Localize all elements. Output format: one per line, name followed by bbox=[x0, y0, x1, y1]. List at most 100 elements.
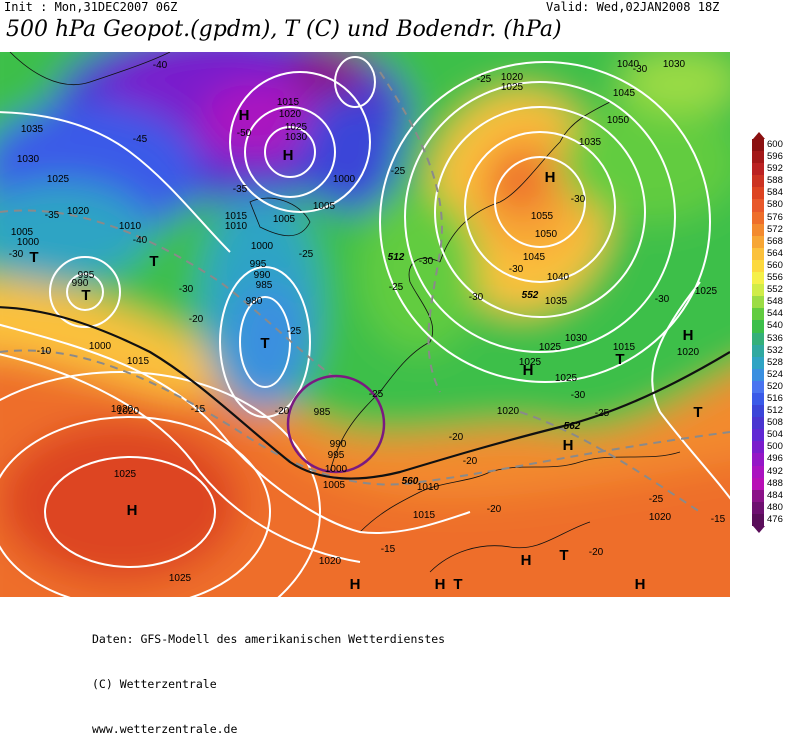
label-p-1020-bb: 1020 bbox=[319, 556, 342, 567]
label-t-20-d: -20 bbox=[463, 456, 478, 467]
label-p-1025-e3: 1025 bbox=[555, 373, 578, 384]
legend-entry: 536 bbox=[752, 332, 788, 345]
label-p-1040: 1040 bbox=[547, 272, 570, 283]
legend-swatch bbox=[752, 187, 764, 200]
label-p-1015-e: 1015 bbox=[613, 342, 636, 353]
label-t-30-h: -30 bbox=[571, 390, 586, 401]
label-t-25-d: -25 bbox=[391, 166, 406, 177]
legend-swatch bbox=[752, 199, 764, 212]
legend-entry: 568 bbox=[752, 235, 788, 248]
label-t-40-b: -40 bbox=[133, 235, 148, 246]
low-center-se: T bbox=[693, 404, 702, 421]
label-p-1020-w: 1020 bbox=[67, 206, 90, 217]
low-center-s: T bbox=[559, 547, 568, 564]
label-p-985-c: 985 bbox=[256, 280, 273, 291]
legend-swatch bbox=[752, 259, 764, 273]
legend-value: 488 bbox=[767, 477, 783, 489]
label-p-1005: 1005 bbox=[11, 227, 34, 238]
legend-swatch bbox=[752, 392, 764, 406]
label-p-1005-n2: 1005 bbox=[313, 201, 336, 212]
init-time: Init : Mon,31DEC2007 06Z bbox=[4, 0, 178, 14]
label-p-1015-g: 1015 bbox=[277, 97, 300, 108]
legend-entry: 544 bbox=[752, 308, 788, 321]
low-center-iceland: T bbox=[29, 249, 38, 266]
label-p-1000-c: 1000 bbox=[251, 241, 274, 252]
legend-value: 592 bbox=[767, 163, 783, 175]
label-p-995-c: 995 bbox=[250, 259, 267, 270]
label-p-1020-g: 1020 bbox=[279, 109, 302, 120]
legend-value: 484 bbox=[767, 489, 783, 501]
label-t-30-nn: -30 bbox=[633, 64, 648, 75]
legend-swatch bbox=[752, 501, 764, 514]
label-t-25: -25 bbox=[287, 326, 302, 337]
label-p-1005-bb: 1005 bbox=[323, 480, 346, 491]
legend-entry: 556 bbox=[752, 272, 788, 285]
label-t-15-c: -15 bbox=[711, 514, 726, 525]
label-p-1000-b: 1000 bbox=[89, 341, 112, 352]
color-scale-legend: 600 596 592 588 584 580 576 572 568 564 560 556 552 5… bbox=[752, 132, 788, 533]
legend-entry: 508 bbox=[752, 417, 788, 430]
geopotential-contours bbox=[0, 306, 730, 480]
legend-entry: 572 bbox=[752, 223, 788, 236]
geopotential-field bbox=[0, 52, 730, 597]
legend-swatch bbox=[752, 429, 764, 442]
label-p-1035: 1035 bbox=[21, 124, 44, 135]
label-t-10: -10 bbox=[37, 346, 52, 357]
high-center-greenland: H bbox=[283, 147, 294, 164]
legend-value: 540 bbox=[767, 320, 783, 332]
label-p-1050-ne: 1050 bbox=[607, 115, 630, 126]
legend-value: 600 bbox=[767, 139, 783, 150]
legend-entry: 492 bbox=[752, 465, 788, 478]
label-p-985-b: 985 bbox=[314, 407, 331, 418]
footer-website[interactable]: www.wetterzentrale.de bbox=[92, 722, 238, 736]
legend-entry: 560 bbox=[752, 259, 788, 273]
legend-swatch bbox=[752, 296, 764, 309]
low-center-w: T bbox=[81, 287, 90, 304]
legend-entry: 540 bbox=[752, 320, 788, 333]
legend-swatch bbox=[752, 175, 764, 188]
high-center-atlantic: H bbox=[127, 502, 138, 519]
label-t-30-g: -30 bbox=[655, 294, 670, 305]
label-gp-562: 562 bbox=[564, 421, 581, 432]
legend-entry: 516 bbox=[752, 392, 788, 406]
label-p-1025-south: 1025 bbox=[114, 469, 137, 480]
legend-value: 568 bbox=[767, 235, 783, 247]
footer-copyright: (C) Wetterzentrale bbox=[92, 677, 217, 691]
label-t-25-f: -25 bbox=[595, 408, 610, 419]
legend-entry: 564 bbox=[752, 247, 788, 260]
legend-value: 480 bbox=[767, 501, 783, 513]
legend-swatch bbox=[752, 163, 764, 176]
label-p-1025-e4: 1025 bbox=[695, 286, 718, 297]
legend-value: 552 bbox=[767, 284, 783, 296]
legend-swatch bbox=[752, 441, 764, 454]
legend-value: 508 bbox=[767, 417, 783, 429]
legend-value: 500 bbox=[767, 441, 783, 453]
legend-swatch bbox=[752, 223, 764, 236]
label-t-30-b: -30 bbox=[179, 284, 194, 295]
legend-entry: 576 bbox=[752, 211, 788, 224]
temperature-value-labels: -40 -45 -50 -35 -40 -35 -30 -30 -20 -10 … bbox=[9, 60, 726, 558]
legend-entry: 528 bbox=[752, 356, 788, 369]
label-p-1030-g: 1030 bbox=[285, 132, 308, 143]
high-center-se: H bbox=[563, 437, 574, 454]
legend-value: 496 bbox=[767, 453, 783, 465]
label-p-1000-n: 1000 bbox=[333, 174, 356, 185]
legend-value: 588 bbox=[767, 175, 783, 187]
high-center-s: H bbox=[521, 552, 532, 569]
legend-swatch bbox=[752, 344, 764, 357]
label-p-990: 990 bbox=[72, 278, 89, 289]
label-p-1000-bb: 1000 bbox=[325, 464, 348, 475]
legend-value: 532 bbox=[767, 344, 783, 356]
label-t-20: -20 bbox=[189, 314, 204, 325]
legend-swatch bbox=[752, 272, 764, 285]
label-p-1020-e2: 1020 bbox=[677, 347, 700, 358]
label-p-1035-e: 1035 bbox=[579, 137, 602, 148]
legend-entry: 496 bbox=[752, 453, 788, 466]
label-p-990-b: 990 bbox=[330, 439, 347, 450]
legend-entry: 484 bbox=[752, 489, 788, 502]
legend-swatch bbox=[752, 477, 764, 490]
label-p-1010-bb: 1010 bbox=[417, 482, 440, 493]
label-p-1030-e: 1030 bbox=[565, 333, 588, 344]
label-p-1030-ne: 1030 bbox=[663, 59, 686, 70]
legend-value: 584 bbox=[767, 187, 783, 199]
